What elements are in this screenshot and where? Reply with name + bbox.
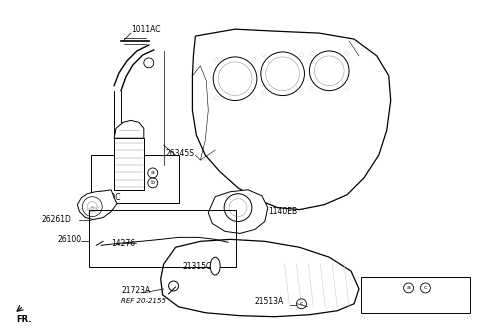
Text: c: c <box>424 285 427 290</box>
Text: 1140EB: 1140EB <box>268 207 297 216</box>
Text: a: a <box>407 285 410 290</box>
Text: 14276: 14276 <box>111 239 135 248</box>
Text: 26100: 26100 <box>58 235 82 244</box>
Text: NOTE: NOTE <box>365 279 386 285</box>
Text: b: b <box>151 180 155 185</box>
Text: PNC  26320A: PNC 26320A <box>365 294 415 303</box>
Text: -: - <box>415 283 418 293</box>
Text: 21513A: 21513A <box>255 297 284 306</box>
Text: 21723A: 21723A <box>121 286 150 296</box>
Text: REF 20-2155: REF 20-2155 <box>121 298 166 304</box>
Text: 26345S: 26345S <box>166 149 194 157</box>
Bar <box>89 210 236 267</box>
Bar <box>361 277 470 313</box>
Text: 21315C: 21315C <box>182 262 212 271</box>
Polygon shape <box>192 29 391 210</box>
Text: a: a <box>151 171 155 175</box>
Polygon shape <box>77 190 117 219</box>
Bar <box>91 155 179 203</box>
Text: 26261D: 26261D <box>42 215 72 224</box>
Bar <box>114 138 144 190</box>
Text: 1011AC: 1011AC <box>131 25 160 34</box>
Text: 26300C: 26300C <box>91 193 121 202</box>
Text: c: c <box>300 301 303 306</box>
Text: FR.: FR. <box>16 315 31 324</box>
Polygon shape <box>208 190 268 234</box>
Ellipse shape <box>210 257 220 275</box>
Polygon shape <box>114 120 144 138</box>
Polygon shape <box>161 239 359 317</box>
